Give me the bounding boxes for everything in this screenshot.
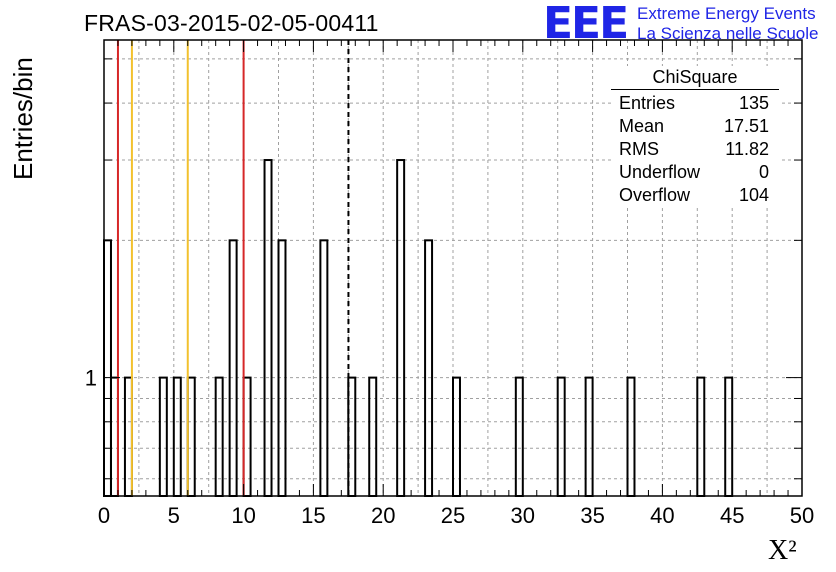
y-axis-label: Entries/bin <box>8 57 38 180</box>
stats-row-entries: Entries 135 <box>611 92 779 115</box>
stats-title: ChiSquare <box>611 66 779 90</box>
stats-box: ChiSquare Entries 135 Mean 17.51 RMS 11.… <box>611 66 779 207</box>
histogram-bin <box>158 376 168 497</box>
histogram-bin <box>228 239 238 497</box>
histogram-bin <box>172 376 182 497</box>
x-tick-label: 40 <box>650 503 674 528</box>
x-tick-label: 45 <box>720 503 744 528</box>
stats-value: 17.51 <box>723 116 769 136</box>
histogram-bin <box>214 376 224 497</box>
stats-label: Entries <box>619 93 676 113</box>
stats-value: 11.82 <box>725 139 769 159</box>
histogram-bin <box>319 239 329 497</box>
histogram-bin <box>626 376 636 497</box>
stats-row-mean: Mean 17.51 <box>611 115 779 138</box>
histogram-bin <box>396 159 406 498</box>
stats-value: 135 <box>738 93 769 113</box>
x-tick-label: 35 <box>580 503 604 528</box>
logo-tagline-1: Extreme Energy Events <box>637 4 816 23</box>
histogram-bin <box>186 376 196 497</box>
histogram-bin <box>103 239 112 497</box>
stats-label: RMS <box>619 139 659 159</box>
chart-title: FRAS-03-2015-02-05-00411 <box>84 10 379 36</box>
logo-tagline-2: La Scienza nelle Scuole <box>637 24 819 43</box>
histogram-bin <box>556 376 566 497</box>
stats-value: 104 <box>738 185 769 205</box>
x-tick-label: 15 <box>301 503 325 528</box>
eee-logo: EEE <box>543 0 629 49</box>
histogram-bin <box>452 376 461 497</box>
stats-row-underflow: Underflow 0 <box>611 161 779 184</box>
stats-row-overflow: Overflow 104 <box>611 184 779 207</box>
histogram-bin <box>242 376 252 497</box>
histogram-bin <box>109 376 119 497</box>
stats-value: 0 <box>758 162 769 182</box>
y-tick-label: 1 <box>85 366 97 391</box>
histogram-bin <box>584 376 594 497</box>
stats-label: Overflow <box>619 185 691 205</box>
histogram-bin <box>277 239 287 497</box>
histogram-bin <box>696 376 706 497</box>
x-tick-label: 0 <box>98 503 110 528</box>
x-tick-label: 5 <box>168 503 180 528</box>
histogram-bin <box>368 376 378 497</box>
x-tick-label: 50 <box>790 503 814 528</box>
stats-label: Underflow <box>619 162 701 182</box>
x-tick-label: 10 <box>231 503 255 528</box>
x-axis-label: X² <box>768 535 797 566</box>
histogram-bin <box>424 239 434 497</box>
histogram-bin <box>724 376 734 497</box>
histogram-bin <box>514 376 524 497</box>
histogram-bin <box>263 159 273 498</box>
x-tick-label: 30 <box>511 503 535 528</box>
histogram-bin <box>123 376 133 497</box>
stats-label: Mean <box>619 116 665 136</box>
x-tick-label: 25 <box>441 503 465 528</box>
stats-row-rms: RMS 11.82 <box>611 138 779 161</box>
x-tick-label: 20 <box>371 503 395 528</box>
